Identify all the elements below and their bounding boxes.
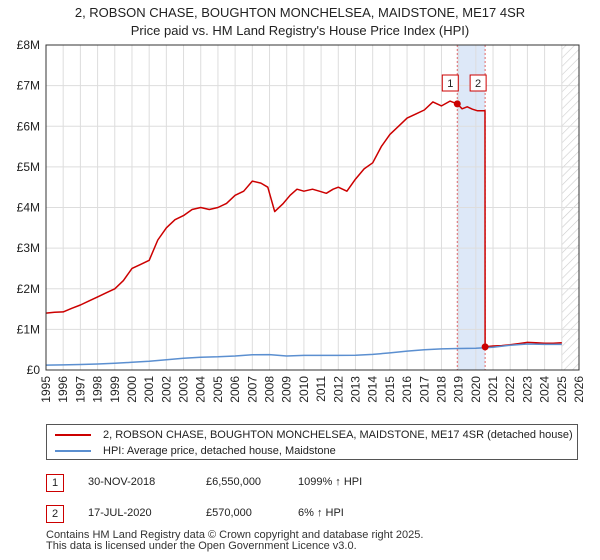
table-row: 2 17-JUL-2020 £570,000 6% ↑ HPI [46,505,586,525]
x-tick-label: 2020 [469,376,483,403]
x-tick-label: 1997 [73,376,87,403]
x-tick-label: 2013 [348,376,362,403]
x-tick-label: 2021 [486,376,500,403]
plot-frame [45,44,580,371]
transaction-2-label-box [469,74,487,92]
transaction-date: 17-JUL-2020 [88,507,152,519]
footer-line-2: This data is licensed under the Open Gov… [46,540,357,552]
y-tick-label: £0 [27,363,41,377]
x-tick-label: 2011 [314,376,328,402]
transaction-number-badge: 2 [46,505,64,523]
chart-title-line-1: 2, ROBSON CHASE, BOUGHTON MONCHELSEA, MA… [74,5,526,20]
y-tick-label: £7M [17,79,40,93]
transaction-hpi-change: 6% ↑ HPI [298,507,344,519]
x-tick-label: 2006 [228,376,242,403]
transaction-date: 30-NOV-2018 [88,476,156,488]
legend-swatch-hpi [55,450,91,452]
y-tick-label: £8M [17,38,40,52]
x-tick-label: 1996 [56,376,70,403]
x-tick-label: 2014 [366,376,380,403]
x-tick-label: 2024 [538,376,552,403]
transaction-1-point [453,100,461,108]
y-tick-label: £6M [17,119,40,133]
x-tick-label: 2015 [383,376,397,403]
transaction-1-label: 1 [447,78,453,90]
x-tick-label: 2022 [503,376,517,403]
price-chart: £0 £1M £2M £3M £4M £5M £6M £7M £8M 1995 1996 1997 19… [17,38,586,403]
x-tick-label: 1999 [108,376,122,403]
transaction-2-point [481,343,489,351]
legend-swatch-property [55,434,91,436]
y-tick-label: £4M [17,201,40,215]
hpi-line [45,343,562,366]
x-tick-label: 2005 [211,376,225,403]
x-tick-label: 2008 [263,376,277,403]
x-tick-label: 2009 [280,376,294,403]
x-tick-label: 2017 [417,376,431,403]
x-tick-label: 2001 [142,376,156,403]
y-tick-label: £3M [17,241,40,255]
y-tick-label: £2M [17,282,40,296]
x-tick-label: 2002 [159,376,173,403]
transaction-hpi-change: 1099% ↑ HPI [298,476,363,488]
transaction-number-badge: 1 [46,474,64,492]
y-tick-label: £5M [17,160,40,174]
transaction-2-label: 2 [475,78,481,90]
x-tick-label: 2000 [125,376,139,403]
x-tick-label: 2010 [297,376,311,403]
x-tick-label: 2007 [245,376,259,403]
legend-label-property: 2, ROBSON CHASE, BOUGHTON MONCHELSEA, MA… [103,429,573,441]
x-tick-label: 2018 [434,376,448,403]
y-tick-label: £1M [17,322,40,336]
x-tick-label: 1995 [39,376,53,403]
x-tick-label: 2012 [331,376,345,403]
x-tick-label: 2025 [555,376,569,403]
x-tick-label: 2023 [520,376,534,403]
footer-line-1: Contains HM Land Registry data © Crown c… [46,529,424,541]
chart-legend: 2, ROBSON CHASE, BOUGHTON MONCHELSEA, MA… [46,424,578,460]
x-tick-label: 2004 [194,376,208,403]
x-tick-label: 1998 [91,376,105,403]
x-tick-label: 2003 [177,376,191,403]
x-tick-label: 2019 [452,376,466,403]
transaction-price: £6,550,000 [206,476,262,488]
chart-title-line-2: Price paid vs. HM Land Registry's House … [130,23,470,38]
transaction-price: £570,000 [206,507,252,519]
footer-attribution: Contains HM Land Registry data © Crown c… [46,530,423,552]
chart-title: 2, ROBSON CHASE, BOUGHTON MONCHELSEA, MA… [0,4,600,40]
x-tick-label: 2026 [572,376,586,403]
transaction-1-label-box [441,74,459,92]
table-row: 1 30-NOV-2018 £6,550,000 1099% ↑ HPI [46,474,586,494]
x-tick-label: 2016 [400,376,414,403]
legend-label-hpi: HPI: Average price, detached house, Maid… [103,445,336,457]
property-price-line [45,100,562,348]
